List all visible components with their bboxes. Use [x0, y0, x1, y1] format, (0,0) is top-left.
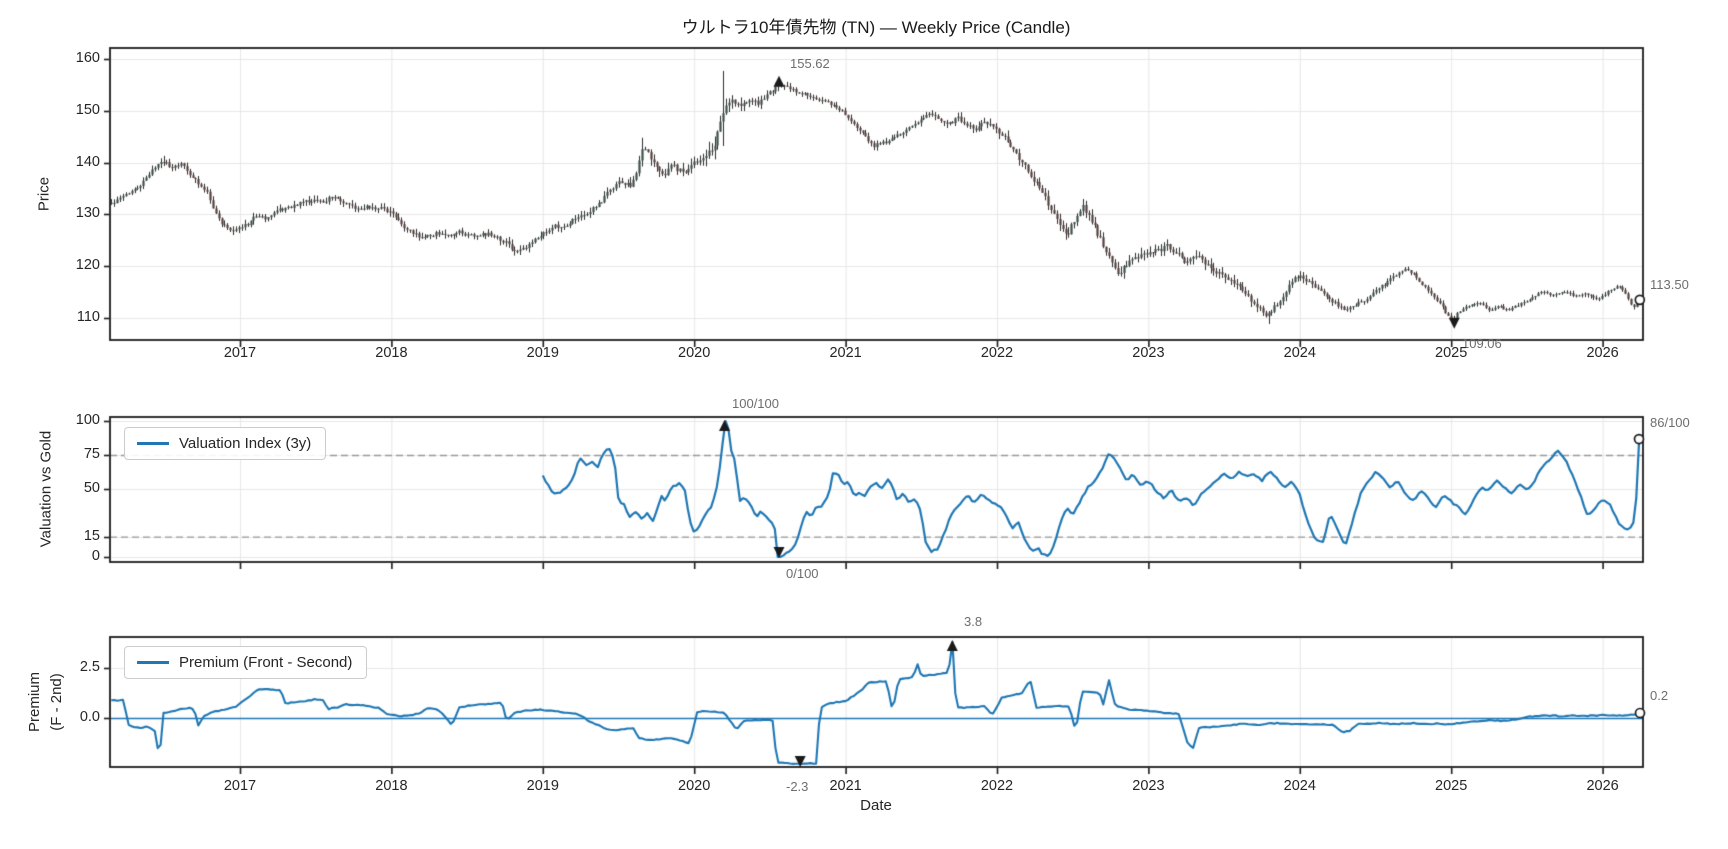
- premium-y-axis-label-line1: Premium: [26, 671, 43, 733]
- premium-x-tick-label: 2018: [375, 778, 408, 794]
- premium-x-tick-label: 2022: [980, 778, 1014, 794]
- price-y-tick-label: 120: [75, 257, 100, 274]
- annotation-premium-min: -2.3: [786, 779, 809, 794]
- premium-legend: Premium (Front - Second): [124, 646, 368, 679]
- valuation-y-tick-label: 0: [91, 548, 100, 564]
- price-y-tick-label: 160: [75, 50, 100, 66]
- price-x-tick-label: 2021: [829, 345, 862, 361]
- premium-x-tick-label: 2020: [678, 778, 711, 794]
- annotation-price-min: 109.06: [1462, 336, 1502, 351]
- price-y-tick-label: 110: [76, 309, 100, 325]
- price-x-tick-label: 2019: [526, 345, 559, 361]
- valuation-legend: Valuation Index (3y): [124, 427, 327, 460]
- annotation-valuation-min: 0/100: [786, 566, 819, 581]
- price-y-tick-label: 150: [75, 101, 100, 118]
- annotation-valuation-last: 86/100: [1650, 415, 1690, 430]
- price-x-tick-label: 2022: [980, 345, 1014, 361]
- annotation-price-max: 155.62: [790, 56, 830, 71]
- premium-x-tick-label: 2024: [1283, 778, 1316, 794]
- annotation-premium-max: 3.8: [964, 614, 983, 629]
- price-x-tick-label: 2017: [223, 345, 257, 361]
- premium-legend-label: Premium (Front - Second): [179, 654, 353, 671]
- premium-x-tick-label: 2019: [526, 778, 559, 794]
- price-x-tick-label: 2023: [1132, 345, 1165, 361]
- valuation-y-tick-label: 75: [83, 446, 100, 462]
- premium-x-tick-label: 2023: [1132, 778, 1165, 794]
- price-x-tick-label: 2020: [678, 345, 711, 361]
- valuation-y-tick-label: 100: [75, 412, 100, 428]
- legend-line-swatch: [137, 661, 169, 664]
- price-x-tick-label: 2024: [1283, 345, 1316, 361]
- premium-x-tick-label: 2026: [1586, 778, 1619, 794]
- chart-title: ウルトラ10年債先物 (TN) — Weekly Price (Candle): [681, 18, 1071, 37]
- premium-x-tick-label: 2017: [223, 778, 257, 794]
- premium-x-tick-label: 2021: [829, 778, 862, 794]
- date-axis-label: Date: [860, 797, 892, 814]
- price-x-tick-label: 2026: [1586, 345, 1619, 361]
- valuation-y-axis-label: Valuation vs Gold: [37, 430, 55, 548]
- valuation-y-tick-label: 15: [83, 527, 100, 544]
- premium-y-tick-label: 0.0: [79, 709, 100, 725]
- price-y-axis-label: Price: [35, 176, 53, 212]
- premium-y-tick-label: 2.5: [79, 659, 100, 675]
- valuation-y-tick-label: 50: [83, 480, 100, 496]
- premium-x-tick-label: 2025: [1435, 778, 1468, 794]
- valuation-legend-label: Valuation Index (3y): [179, 435, 312, 452]
- price-x-tick-label: 2025: [1435, 345, 1468, 361]
- annotation-premium-last: 0.2: [1650, 688, 1669, 703]
- price-x-tick-label: 2018: [375, 345, 408, 361]
- price-y-tick-label: 140: [75, 153, 100, 170]
- legend-line-swatch: [137, 442, 169, 445]
- price-y-tick-label: 130: [75, 205, 100, 222]
- annotation-price-last: 113.50: [1650, 277, 1689, 292]
- annotation-valuation-max: 100/100: [732, 396, 779, 411]
